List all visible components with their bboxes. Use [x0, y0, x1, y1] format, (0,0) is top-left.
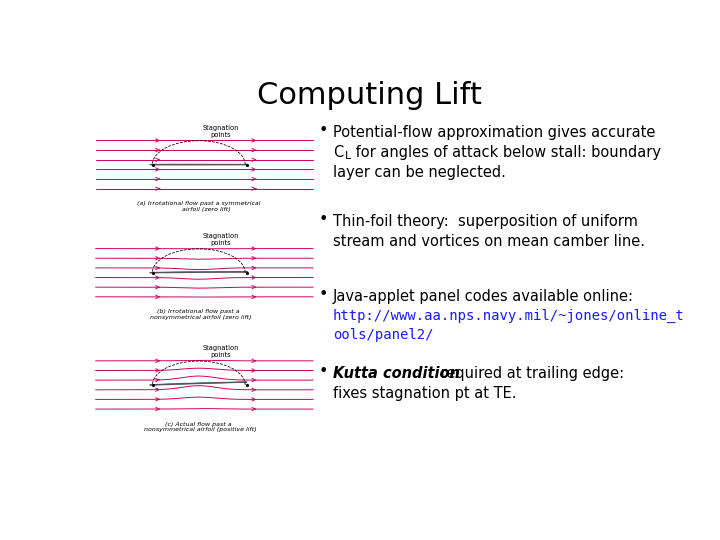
Text: Computing Lift: Computing Lift: [256, 82, 482, 111]
Text: Kutta condition: Kutta condition: [333, 366, 459, 381]
Text: (a) Irrotational flow past a symmetrical
        airfoil (zero lift): (a) Irrotational flow past a symmetrical…: [137, 201, 261, 212]
Text: fixes stagnation pt at TE.: fixes stagnation pt at TE.: [333, 386, 516, 401]
Text: Thin-foil theory:  superposition of uniform: Thin-foil theory: superposition of unifo…: [333, 214, 638, 230]
Text: •: •: [319, 123, 328, 138]
Text: required at trailing edge:: required at trailing edge:: [436, 366, 624, 381]
Text: Potential-flow approximation gives accurate: Potential-flow approximation gives accur…: [333, 125, 655, 140]
Text: •: •: [319, 212, 328, 227]
Text: Java-applet panel codes available online:: Java-applet panel codes available online…: [333, 289, 634, 305]
Text: http://www.aa.nps.navy.mil/~jones/online_t: http://www.aa.nps.navy.mil/~jones/online…: [333, 309, 685, 323]
Text: layer can be neglected.: layer can be neglected.: [333, 165, 505, 180]
Text: •: •: [319, 364, 328, 379]
Text: Stagnation
points: Stagnation points: [203, 125, 239, 138]
Text: stream and vortices on mean camber line.: stream and vortices on mean camber line.: [333, 234, 644, 249]
Polygon shape: [150, 382, 247, 385]
Polygon shape: [150, 272, 248, 273]
Text: Stagnation
points: Stagnation points: [203, 346, 239, 359]
Text: ools/panel2/: ools/panel2/: [333, 328, 433, 342]
Text: L: L: [345, 151, 351, 161]
Text: Stagnation
points: Stagnation points: [203, 233, 239, 246]
Text: •: •: [319, 287, 328, 302]
Text: for angles of attack below stall: boundary: for angles of attack below stall: bounda…: [351, 145, 660, 160]
Text: (b) Irrotational flow past a
  nonsymmetrical airfoil (zero lift): (b) Irrotational flow past a nonsymmetri…: [146, 309, 251, 320]
Text: (c) Actual flow past a
  nonsymmetrical airfoil (positive lift): (c) Actual flow past a nonsymmetrical ai…: [140, 422, 257, 433]
Text: C: C: [333, 145, 343, 160]
